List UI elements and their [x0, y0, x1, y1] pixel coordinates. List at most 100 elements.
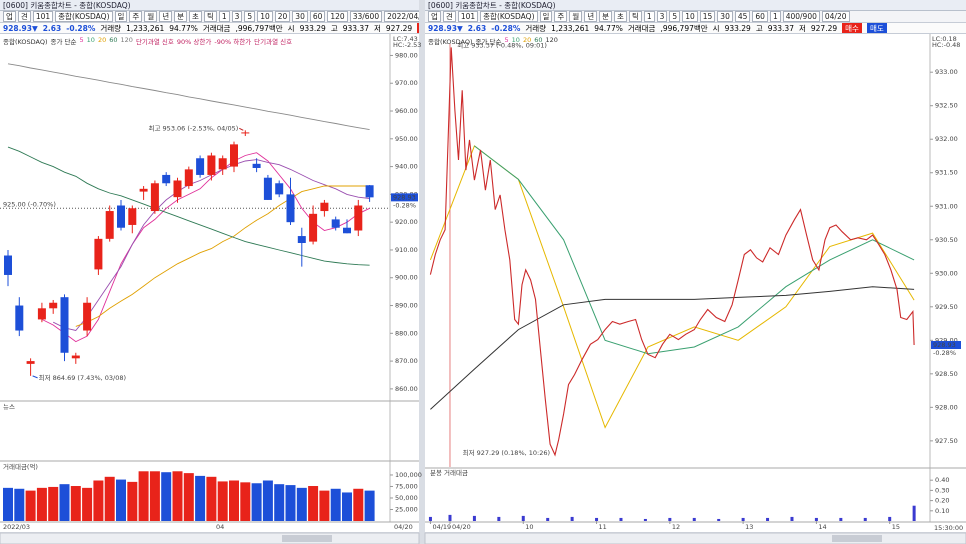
order-button[interactable]: 매도	[866, 23, 887, 33]
legend-item: 단기과열 신호	[254, 38, 293, 46]
quote-field: 928.93▼	[428, 23, 463, 33]
scrollbar[interactable]	[424, 532, 966, 544]
quote-bar: 928.93▼ 2.63 -0.28% 거래량 1,233,261 94.77% 거래대금,…	[0, 23, 419, 34]
volume-bar	[692, 517, 696, 521]
toolbar-button[interactable]: 1	[218, 11, 230, 22]
toolbar-button[interactable]: 분	[174, 11, 188, 22]
toolbar-button[interactable]: 초	[189, 11, 202, 22]
last-price-tag	[931, 341, 961, 350]
toolbar-button[interactable]: 일	[114, 11, 128, 22]
toolbar-button[interactable]: 년	[159, 11, 173, 22]
toolbar-button[interactable]: 초	[614, 11, 627, 22]
toolbar-button[interactable]: 종합(KOSDAQ)	[480, 11, 538, 22]
legend-item: 10	[86, 36, 95, 44]
candle-body	[207, 155, 216, 175]
toolbar-button[interactable]: 1	[769, 11, 781, 22]
high-pointer	[239, 127, 244, 131]
toolbar-button[interactable]: 60	[752, 11, 768, 22]
scroll-thumb[interactable]	[832, 535, 882, 542]
scroll-thumb[interactable]	[282, 535, 332, 542]
quote-field: 거래량	[100, 23, 122, 33]
toolbar-button[interactable]: 04/20	[821, 11, 850, 22]
toolbar-button[interactable]: 33/600	[349, 11, 383, 22]
toolbar-button[interactable]: 종합(KOSDAQ)	[55, 11, 113, 22]
toolbar-button[interactable]: 월	[569, 11, 583, 22]
y-tick-label: 930.50	[935, 236, 958, 244]
toolbar-button[interactable]: 3	[231, 11, 243, 22]
y-tick-label: 900.00	[395, 274, 418, 282]
toolbar-button[interactable]: 45	[734, 11, 751, 22]
y-tick-label: 930.00	[935, 269, 958, 277]
y-tick-label: 75,000	[395, 482, 418, 490]
quote-field: 시	[712, 23, 720, 33]
toolbar-button[interactable]: 10	[257, 11, 273, 22]
toolbar-button[interactable]: 업	[3, 11, 16, 22]
toolbar-button[interactable]: 월	[144, 11, 158, 22]
toolbar-button[interactable]: 101	[32, 11, 54, 22]
moving-average	[7, 146, 370, 266]
y-tick-label: 960.00	[395, 107, 418, 115]
volume-bar	[274, 484, 285, 521]
toolbar: 업 견 101 종합(KOSDAQ) 일 주 월 년 분 초 틱 1 3 5 10 15 30 45 60 1 400/…	[425, 11, 966, 23]
toolbar-button[interactable]: 5	[244, 11, 256, 22]
toolbar-button[interactable]: 틱	[628, 11, 642, 22]
toolbar-button[interactable]: 년	[584, 11, 598, 22]
y-tick-label: 928.50	[935, 370, 958, 378]
toolbar-button[interactable]: 견	[442, 11, 456, 22]
volume-bar	[364, 490, 375, 521]
volume-bar	[863, 517, 867, 521]
candle-body	[297, 236, 306, 244]
quote-field: 1,233,261	[126, 23, 165, 33]
order-button[interactable]: 매수	[842, 23, 862, 33]
volume-label: 거래대금(억)	[3, 462, 38, 471]
toolbar-button[interactable]: 15	[699, 11, 716, 22]
scrollbar[interactable]	[0, 532, 420, 544]
y-tick-label: 50,000	[395, 494, 418, 502]
y-tick-label: 980.00	[395, 51, 418, 59]
y-tick-label: 931.00	[935, 202, 958, 210]
volume-bar	[82, 487, 93, 521]
window-title: [0600] 키움종합차트 - 종합(KOSDAQ)	[425, 0, 966, 11]
volume-bar	[149, 471, 160, 521]
last-change: -0.28%	[933, 349, 956, 357]
toolbar-button[interactable]: 견	[17, 11, 31, 22]
x-tick-label: 10	[525, 523, 533, 531]
toolbar-button[interactable]: 400/900	[782, 11, 820, 22]
quote-field: 927.29	[810, 23, 838, 33]
toolbar-button[interactable]: 주	[554, 11, 568, 22]
quote-field: 거래대금	[627, 23, 656, 33]
legend-item: -90% 하한가	[214, 38, 252, 46]
legend-item: 5	[79, 36, 84, 44]
toolbar-button[interactable]: 20	[274, 11, 291, 22]
toolbar-button[interactable]: 3	[656, 11, 668, 22]
toolbar-button[interactable]: 틱	[203, 11, 217, 22]
candle-body	[71, 355, 80, 359]
volume-bar	[14, 488, 25, 521]
volume-bar	[116, 479, 126, 521]
y-tick-label: 870.00	[395, 357, 418, 365]
toolbar-button[interactable]: 5	[669, 11, 681, 22]
toolbar-button[interactable]: 일	[539, 11, 553, 22]
y-tick-label: 25,000	[395, 505, 418, 513]
window-title: [0600] 키움종합차트 - 종합(KOSDAQ)	[0, 0, 419, 11]
y-tick-label: 927.50	[935, 437, 958, 445]
legend-item: 120	[545, 36, 558, 44]
toolbar-button[interactable]: 1	[643, 11, 655, 22]
hc-label: HC:-0.48	[932, 41, 960, 49]
x-tick-label: 2022/03	[3, 523, 30, 531]
toolbar-button[interactable]: 30	[717, 11, 733, 22]
toolbar-button[interactable]: 주	[129, 11, 143, 22]
toolbar-button[interactable]: 분	[599, 11, 613, 22]
toolbar-button[interactable]: 30	[292, 11, 308, 22]
toolbar-button[interactable]: 2022/04/2	[384, 11, 419, 22]
y-tick-label: 890.00	[395, 302, 418, 310]
quote-field: 933.37	[342, 23, 369, 33]
toolbar-button[interactable]: 업	[428, 11, 441, 22]
toolbar-button[interactable]: 60	[309, 11, 326, 22]
order-button[interactable]: 매수	[417, 23, 419, 33]
toolbar-button[interactable]: 10	[682, 11, 698, 22]
candle-body	[184, 169, 193, 187]
legend-item: 120	[120, 36, 133, 44]
toolbar-button[interactable]: 101	[457, 11, 479, 22]
toolbar-button[interactable]: 120	[327, 11, 348, 22]
